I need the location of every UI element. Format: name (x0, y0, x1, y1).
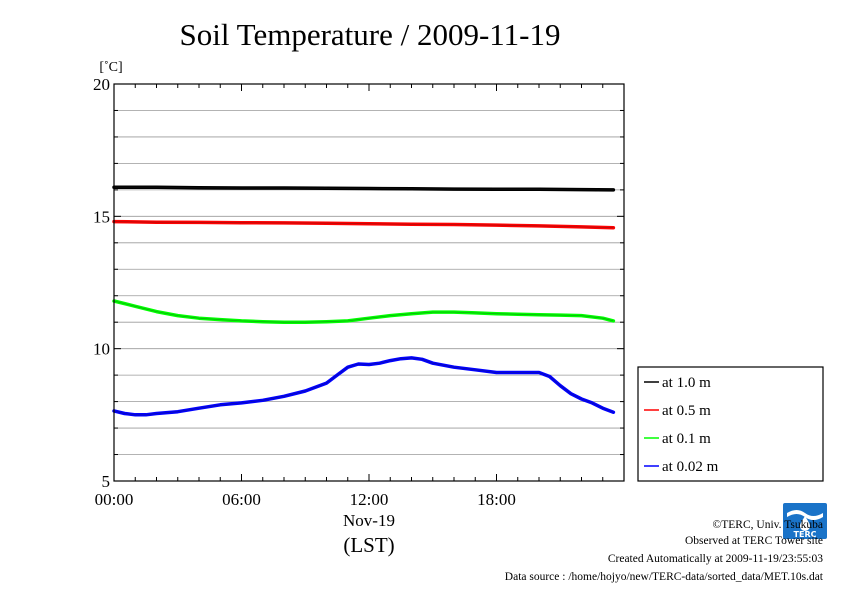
series-layer (112, 185, 616, 417)
x-axis-label: (LST) (343, 533, 394, 557)
legend-entry: at 0.1 m (644, 431, 711, 447)
y-tick-label: 10 (93, 340, 110, 359)
x-tick-label: 00:00 (95, 490, 134, 509)
y-tick-label: 20 (93, 75, 110, 94)
y-tick-label: 5 (102, 472, 111, 491)
series-line (112, 185, 616, 192)
legend-entry: at 1.0 m (644, 375, 711, 391)
legend: at 1.0 m at 0.5 m at 0.1 m at 0.02 m (637, 366, 824, 482)
chart-title: Soil Temperature / 2009-11-19 (180, 17, 561, 52)
legend-entry: at 0.5 m (644, 403, 711, 419)
series-line-core (113, 221, 614, 229)
logo-text: TERC (794, 530, 817, 539)
plot-frame (113, 83, 625, 482)
x-tick-labels: 00:00 06:00 12:00 18:00 (95, 490, 516, 509)
legend-label: at 1.0 m (662, 375, 711, 391)
y-unit-label: [˚C] (99, 60, 122, 75)
footer-created: Created Automatically at 2009-11-19/23:5… (607, 553, 823, 565)
footer-copyright: ©TERC, Univ. Tsukuba (712, 519, 823, 531)
series-line (112, 356, 616, 417)
legend-label: at 0.1 m (662, 431, 711, 447)
series-line-core (113, 300, 614, 323)
grid-lines (114, 110, 624, 455)
x-date-label: Nov-19 (343, 511, 395, 530)
x-tick-label: 18:00 (477, 490, 516, 509)
y-tick-labels: 5 10 15 20 (93, 75, 110, 491)
legend-box (637, 366, 824, 482)
series-line (112, 219, 616, 230)
series-line-core (114, 186, 614, 191)
terc-logo-icon: TERC (783, 503, 827, 539)
y-tick-label: 15 (93, 207, 110, 226)
legend-label: at 0.5 m (662, 403, 711, 419)
footer-data-source: Data source : /home/hojyo/new/TERC-data/… (504, 571, 823, 583)
x-tick-label: 06:00 (222, 490, 261, 509)
terc-logo: TERC (783, 503, 827, 539)
legend-label: at 0.02 m (662, 459, 719, 475)
series-line-core (113, 357, 614, 416)
x-tick-label: 12:00 (350, 490, 389, 509)
footer-observed: Observed at TERC Tower site (684, 535, 823, 547)
series-line (112, 299, 616, 324)
legend-entry: at 0.02 m (644, 459, 719, 475)
axis-ticks (113, 83, 625, 482)
